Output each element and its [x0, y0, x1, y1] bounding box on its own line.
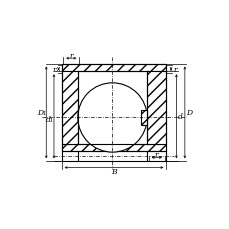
Polygon shape	[61, 72, 77, 144]
Text: B: B	[111, 168, 116, 176]
Text: d: d	[177, 113, 182, 121]
Text: d₁: d₁	[46, 115, 54, 123]
Polygon shape	[140, 110, 147, 126]
Text: D: D	[185, 109, 191, 117]
Polygon shape	[61, 64, 166, 72]
Text: r: r	[154, 150, 158, 158]
Circle shape	[77, 83, 147, 153]
Text: r: r	[52, 66, 56, 74]
Text: r: r	[173, 66, 177, 74]
Text: r: r	[69, 52, 73, 60]
Polygon shape	[147, 72, 166, 144]
Text: D₁: D₁	[37, 109, 46, 117]
Polygon shape	[61, 144, 166, 152]
